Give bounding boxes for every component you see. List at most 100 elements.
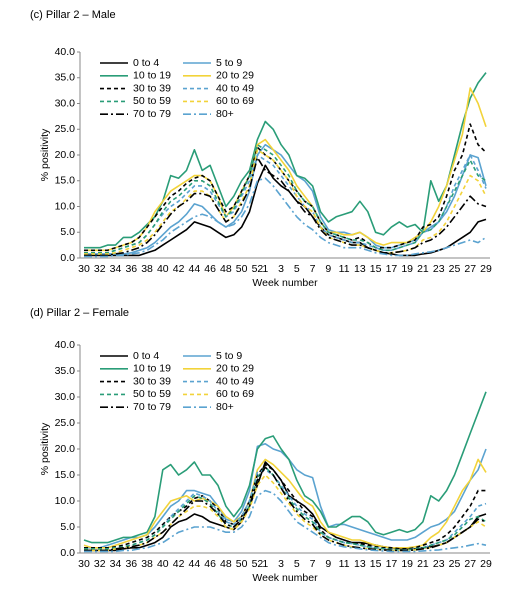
y-axis-title: % positivity (39, 422, 51, 475)
legend-label: 30 to 39 (133, 82, 171, 94)
x-tick-label: 15 (370, 263, 382, 275)
chart-panel: (c) Pillar 2 – Male 0.0 5.0 10.0 15.0 20.0 25.… (30, 9, 492, 289)
data-line (84, 466, 487, 552)
data-line (84, 164, 487, 257)
y-tick-label: 20.0 (55, 443, 76, 455)
x-tick-label: 50 (236, 263, 248, 275)
x-tick-label: 44 (189, 558, 201, 570)
x-tick-label: 25 (449, 558, 461, 570)
y-tick-label: 25.0 (55, 123, 76, 135)
data-line (83, 391, 487, 544)
x-tick-label: 11 (339, 558, 350, 570)
x-tick-label: 44 (189, 263, 201, 275)
y-tick-label: 15.0 (55, 469, 76, 481)
y-tick-label: 15.0 (55, 175, 76, 187)
y-tick-label: 10.0 (55, 495, 76, 507)
legend-label: 50 to 59 (133, 95, 171, 107)
x-tick-label: 27 (464, 263, 476, 275)
y-tick-label: 30.0 (55, 391, 76, 403)
legend-label: 60 to 69 (216, 388, 254, 400)
data-line (83, 458, 487, 549)
x-tick-label: 34 (110, 558, 122, 570)
x-tick-label: 32 (94, 558, 106, 570)
x-tick-label: 46 (204, 558, 216, 570)
x-tick-label: 1 (262, 558, 268, 570)
data-line (84, 466, 487, 551)
x-tick-label: 17 (386, 263, 398, 275)
legend-label: 80+ (216, 401, 234, 413)
x-axis-title: Week number (252, 572, 318, 584)
x-tick-label: 11 (339, 263, 350, 275)
y-tick-label: 35.0 (55, 72, 76, 84)
legend-label: 40 to 49 (216, 375, 254, 387)
x-tick-label: 30 (78, 263, 90, 275)
legend-label: 10 to 19 (133, 363, 171, 375)
legend-label: 30 to 39 (133, 375, 171, 387)
x-tick-label: 1 (262, 263, 268, 275)
x-tick-label: 42 (173, 558, 185, 570)
x-tick-label: 19 (401, 558, 413, 570)
x-tick-label: 3 (278, 558, 284, 570)
x-tick-label: 21 (417, 263, 429, 275)
x-tick-label: 48 (220, 263, 232, 275)
x-tick-label: 15 (370, 558, 382, 570)
x-tick-label: 52 (252, 263, 264, 275)
x-tick-label: 42 (173, 263, 185, 275)
data-line (84, 149, 487, 255)
y-tick-label: 35.0 (55, 365, 76, 377)
x-tick-label: 13 (354, 558, 366, 570)
x-tick-label: 30 (78, 558, 90, 570)
x-tick-label: 5 (294, 558, 300, 570)
data-line (84, 156, 487, 257)
legend-label: 10 to 19 (133, 70, 171, 82)
x-tick-label: 40 (157, 263, 169, 275)
y-tick-label: 30.0 (55, 97, 76, 109)
y-tick-label: 0.0 (60, 252, 75, 264)
data-line (84, 177, 487, 258)
data-line (84, 143, 487, 254)
x-tick-label: 7 (310, 558, 316, 570)
y-axis-title: % positivity (39, 128, 51, 181)
x-tick-label: 52 (252, 558, 264, 570)
legend-label: 40 to 49 (216, 82, 254, 94)
x-tick-label: 36 (125, 558, 137, 570)
data-line (84, 443, 487, 549)
x-tick-label: 29 (480, 263, 492, 275)
x-tick-label: 32 (94, 263, 106, 275)
x-tick-label: 7 (310, 263, 316, 275)
x-tick-label: 50 (236, 558, 248, 570)
chart-title: (c) Pillar 2 – Male (30, 9, 116, 21)
x-axis-title: Week number (252, 277, 318, 289)
x-tick-label: 38 (141, 263, 153, 275)
x-tick-label: 29 (480, 558, 492, 570)
legend-label: 50 to 59 (133, 388, 171, 400)
x-tick-label: 46 (204, 263, 216, 275)
x-tick-label: 25 (449, 263, 461, 275)
x-tick-label: 48 (220, 558, 232, 570)
x-tick-label: 27 (464, 558, 476, 570)
legend-label: 60 to 69 (216, 95, 254, 107)
chart-title: (d) Pillar 2 – Female (30, 307, 129, 319)
legend-label: 70 to 79 (133, 108, 171, 120)
x-tick-label: 21 (417, 558, 429, 570)
x-tick-label: 23 (433, 558, 445, 570)
y-tick-label: 40.0 (55, 46, 76, 58)
x-tick-label: 40 (157, 558, 169, 570)
legend-label: 0 to 4 (133, 350, 159, 362)
y-tick-label: 10.0 (55, 200, 76, 212)
y-tick-label: 5.0 (60, 226, 75, 238)
x-tick-label: 34 (110, 263, 122, 275)
legend-label: 5 to 9 (216, 350, 242, 362)
legend-label: 0 to 4 (133, 57, 159, 69)
x-tick-label: 13 (354, 263, 366, 275)
y-tick-label: 5.0 (60, 521, 75, 533)
legend-label: 5 to 9 (216, 57, 242, 69)
y-tick-label: 0.0 (60, 547, 75, 559)
y-tick-label: 25.0 (55, 417, 76, 429)
y-tick-label: 40.0 (55, 339, 76, 351)
data-line (84, 463, 486, 550)
x-tick-label: 19 (401, 263, 413, 275)
data-line (84, 489, 487, 553)
legend-label: 20 to 29 (216, 70, 254, 82)
